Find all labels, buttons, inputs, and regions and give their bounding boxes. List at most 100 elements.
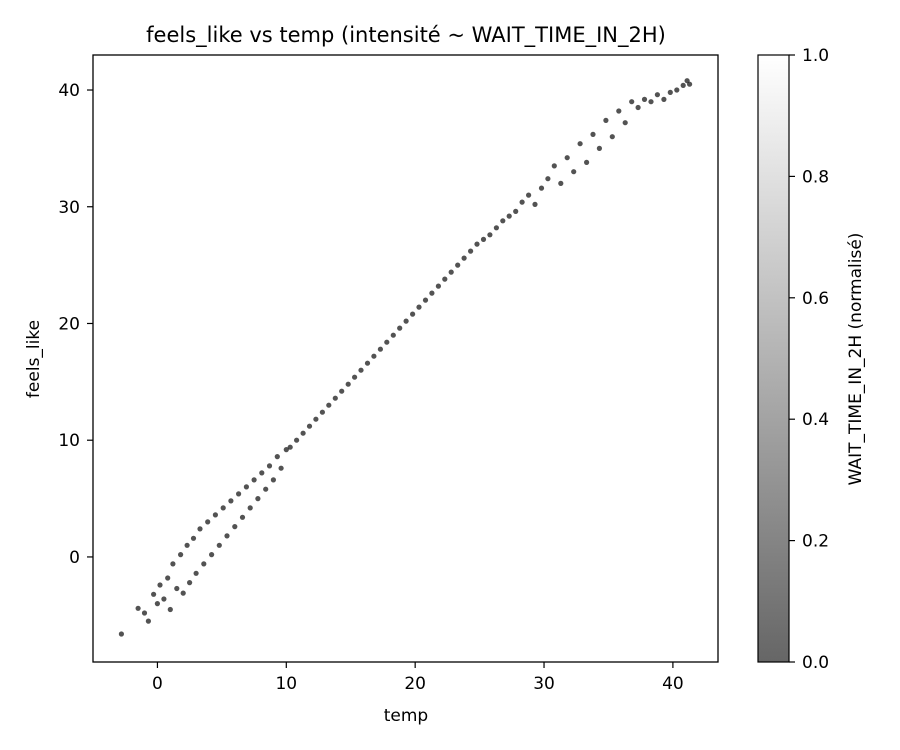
data-point <box>205 519 211 525</box>
data-point <box>648 99 654 105</box>
colorbar-tick-label: 0.6 <box>802 289 829 309</box>
y-tick-label: 10 <box>58 431 80 451</box>
y-axis-label: feels_like <box>24 320 44 398</box>
data-point <box>313 416 319 422</box>
data-point <box>609 134 615 140</box>
data-point <box>180 590 186 596</box>
data-point <box>165 575 171 581</box>
data-point <box>259 470 265 476</box>
data-point <box>397 325 403 331</box>
data-point <box>339 388 345 394</box>
data-point <box>266 463 273 469</box>
data-point <box>216 542 222 548</box>
data-point <box>596 145 603 151</box>
data-point <box>239 514 246 520</box>
data-point <box>364 360 371 366</box>
data-point <box>232 524 238 530</box>
data-point <box>220 505 226 511</box>
colorbar-tick-label: 1.0 <box>802 46 829 66</box>
x-tick-label: 10 <box>275 674 297 694</box>
data-point <box>300 430 306 436</box>
data-point <box>174 585 180 592</box>
data-point <box>461 255 467 261</box>
data-point <box>167 606 173 613</box>
data-point <box>184 542 190 548</box>
data-point <box>243 484 249 490</box>
data-point <box>513 208 519 214</box>
data-point <box>390 332 396 338</box>
data-point <box>193 570 199 576</box>
colorbar-tick-label: 0.2 <box>802 532 829 552</box>
data-point <box>616 108 622 114</box>
y-tick-label: 40 <box>58 81 80 101</box>
data-point <box>255 496 261 502</box>
data-point <box>506 213 512 219</box>
data-point <box>538 185 545 191</box>
colorbar-label: WAIT_TIME_IN_2H (normalisé) <box>846 233 866 486</box>
data-point <box>306 423 313 429</box>
data-point <box>270 477 276 483</box>
data-point <box>201 561 207 567</box>
colorbar-tick-label: 0.4 <box>802 410 829 430</box>
data-point <box>157 582 163 588</box>
data-point <box>358 367 364 373</box>
data-point <box>532 201 538 207</box>
colorbar: 0.0 0.2 0.4 0.6 0.8 1.0 WAIT_TIME_IN_2H (norm… <box>757 46 866 673</box>
data-point <box>247 505 253 511</box>
data-point <box>190 535 197 541</box>
data-point <box>319 409 325 415</box>
data-point <box>251 477 257 483</box>
data-point <box>564 155 570 161</box>
data-point <box>212 512 218 518</box>
data-point <box>135 605 141 611</box>
y-axis-ticks: 0 10 20 30 40 <box>58 81 93 568</box>
data-point <box>154 601 160 607</box>
colorbar-ticks: 0.0 0.2 0.4 0.6 0.8 1.0 <box>789 46 829 673</box>
data-point <box>480 236 487 242</box>
data-point <box>410 311 416 317</box>
data-point <box>278 465 284 471</box>
data-point <box>352 374 358 380</box>
data-point <box>622 120 628 126</box>
x-tick-label: 40 <box>662 674 684 694</box>
x-tick-label: 20 <box>404 674 426 694</box>
data-point <box>197 526 203 532</box>
data-point <box>170 561 176 567</box>
data-point <box>403 318 409 324</box>
data-point <box>641 96 648 102</box>
y-tick-label: 20 <box>58 314 80 334</box>
data-point <box>545 176 551 182</box>
data-point <box>680 82 686 88</box>
data-point <box>274 454 280 460</box>
data-point <box>674 87 680 93</box>
data-point <box>455 262 461 268</box>
data-point <box>161 596 167 602</box>
data-point <box>294 437 300 443</box>
data-point <box>687 81 693 87</box>
data-point <box>145 618 151 624</box>
data-point <box>468 248 474 254</box>
plot-frame <box>92 54 719 663</box>
data-point <box>224 533 230 539</box>
data-point <box>571 169 577 175</box>
y-tick-label: 0 <box>69 548 80 568</box>
data-point <box>661 96 667 102</box>
data-point <box>629 99 635 105</box>
data-point <box>377 346 383 352</box>
data-point <box>228 498 234 504</box>
data-point <box>500 218 506 224</box>
data-point <box>151 591 157 597</box>
data-point <box>429 290 435 296</box>
x-tick-label: 30 <box>533 674 555 694</box>
data-point <box>326 402 332 408</box>
data-point <box>635 104 641 111</box>
data-point <box>487 232 493 238</box>
data-point <box>493 225 499 231</box>
data-point <box>435 283 441 289</box>
data-points <box>118 78 693 637</box>
data-point <box>209 552 215 558</box>
data-point <box>667 89 673 95</box>
data-point <box>519 199 525 205</box>
data-point <box>590 131 596 137</box>
